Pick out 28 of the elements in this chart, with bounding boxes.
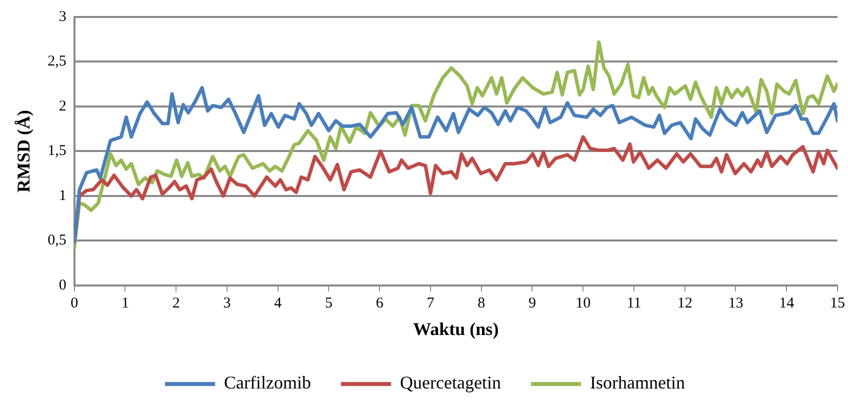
- x-tick-label: 0: [70, 295, 78, 312]
- x-tick-label: 13: [728, 295, 744, 312]
- x-tick-label: 5: [324, 295, 332, 312]
- x-tick-label: 6: [376, 295, 384, 312]
- y-tick-label: 3: [58, 8, 66, 25]
- x-tick-label: 9: [528, 295, 536, 312]
- x-tick-label: 3: [223, 295, 231, 312]
- x-tick-label: 10: [576, 295, 591, 312]
- legend-label: Isorhamnetin: [590, 372, 685, 393]
- x-tick-label: 15: [830, 295, 845, 312]
- legend-label: Quercetagetin: [400, 372, 501, 393]
- y-tick-label: 0,5: [48, 232, 66, 249]
- x-tick-label: 1: [121, 295, 129, 312]
- x-tick-label: 14: [779, 295, 795, 312]
- y-axis-title: RMSD (Å): [13, 110, 34, 192]
- x-axis-title: Waktu (ns): [413, 318, 499, 339]
- legend-label: Carfilzomib: [224, 372, 312, 393]
- y-tick-label: 2,5: [48, 54, 66, 70]
- x-tick-label: 2: [172, 295, 180, 312]
- y-tick-label: 1: [58, 188, 66, 204]
- x-tick-label: 11: [626, 295, 642, 312]
- x-tick-label: 8: [478, 295, 486, 312]
- y-tick-label: 1,5: [48, 143, 66, 160]
- x-tick-label: 12: [677, 295, 692, 312]
- x-tick-label: 4: [274, 295, 282, 312]
- y-tick-label: 0: [58, 277, 66, 294]
- y-tick-label: 2: [58, 98, 66, 114]
- x-tick-label: 7: [426, 295, 435, 312]
